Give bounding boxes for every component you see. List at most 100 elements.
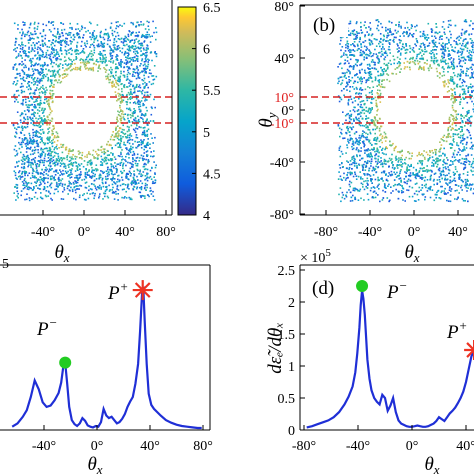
heatmap-point	[68, 149, 71, 151]
heatmap-point	[452, 153, 455, 156]
heatmap-point	[37, 46, 39, 49]
heatmap-point	[390, 144, 392, 147]
heatmap-point	[426, 59, 428, 62]
heatmap-point	[26, 116, 29, 118]
heatmap-point	[118, 47, 121, 49]
heatmap-point	[135, 98, 138, 100]
heatmap-point	[143, 35, 145, 37]
heatmap-point	[441, 38, 443, 40]
heatmap-point	[46, 49, 49, 52]
heatmap-point	[54, 151, 56, 154]
heatmap-point	[415, 57, 418, 60]
heatmap-point	[72, 38, 75, 41]
heatmap-point	[110, 173, 113, 175]
heatmap-point	[153, 31, 155, 34]
heatmap-point	[61, 185, 64, 187]
heatmap-point	[460, 134, 462, 137]
heatmap-point	[142, 79, 145, 82]
heatmap-point	[53, 155, 56, 157]
heatmap-point	[368, 107, 370, 110]
heatmap-point	[12, 82, 15, 85]
heatmap-point	[117, 45, 120, 47]
heatmap-point	[33, 140, 36, 143]
heatmap-point	[90, 69, 92, 71]
heatmap-point	[445, 193, 448, 195]
heatmap-point	[26, 75, 29, 78]
heatmap-point	[15, 132, 18, 135]
heatmap-point	[396, 56, 399, 59]
heatmap-point	[380, 139, 382, 141]
heatmap-point	[38, 132, 41, 134]
heatmap-point	[75, 174, 78, 177]
heatmap-point	[431, 161, 433, 164]
heatmap-point	[460, 184, 463, 187]
heatmap-point	[349, 20, 352, 23]
heatmap-point	[140, 154, 143, 157]
heatmap-point	[88, 21, 91, 24]
heatmap-point	[364, 40, 367, 42]
heatmap-point	[146, 142, 149, 144]
heatmap-point	[377, 74, 380, 77]
heatmap-point	[81, 151, 84, 154]
heatmap-point	[114, 158, 117, 160]
heatmap-point	[462, 60, 465, 62]
heatmap-point	[102, 60, 104, 63]
heatmap-point	[105, 69, 108, 71]
heatmap-point	[76, 188, 79, 190]
heatmap-point	[26, 182, 29, 185]
heatmap-point	[377, 108, 379, 111]
heatmap-point	[34, 161, 36, 164]
heatmap-point	[130, 46, 132, 48]
heatmap-point	[24, 177, 26, 180]
heatmap-point	[352, 147, 355, 150]
heatmap-point	[21, 129, 24, 131]
heatmap-point	[41, 50, 43, 52]
heatmap-point	[20, 194, 22, 197]
heatmap-point	[153, 176, 155, 178]
reference-lines-a	[0, 96, 172, 124]
heatmap-point	[343, 52, 345, 54]
heatmap-point	[76, 32, 79, 34]
heatmap-point	[123, 197, 125, 199]
heatmap-point	[139, 47, 141, 50]
heatmap-point	[443, 81, 445, 84]
heatmap-point	[69, 32, 72, 34]
heatmap-point	[137, 69, 139, 71]
heatmap-point	[441, 48, 443, 51]
heatmap-point	[41, 139, 43, 141]
heatmap-point	[139, 42, 142, 45]
heatmap-point	[135, 120, 137, 122]
heatmap-point	[458, 78, 461, 81]
heatmap-point	[459, 51, 461, 53]
heatmap-point	[448, 169, 451, 172]
heatmap-point	[432, 46, 435, 48]
heatmap-point	[100, 30, 102, 33]
heatmap-point	[44, 194, 47, 197]
heatmap-point	[141, 35, 143, 37]
heatmap-point	[399, 58, 401, 60]
heatmap-point	[69, 177, 71, 179]
heatmap-point	[107, 32, 109, 35]
heatmap-point	[48, 138, 51, 140]
heatmap-point	[469, 83, 472, 86]
heatmap-point	[142, 104, 144, 107]
heatmap-point	[422, 170, 424, 172]
heatmap-point	[443, 134, 446, 137]
heatmap-point	[455, 99, 458, 101]
heatmap-point	[472, 166, 474, 169]
heatmap-point	[141, 113, 143, 115]
heatmap-point	[151, 182, 154, 185]
heatmap-point	[140, 187, 143, 189]
heatmap-point	[374, 150, 376, 153]
heatmap-point	[128, 170, 131, 173]
heatmap-point	[89, 52, 91, 55]
heatmap-point	[152, 180, 154, 183]
heatmap-point	[451, 93, 453, 95]
heatmap-point	[125, 56, 127, 58]
heatmap-point	[131, 32, 133, 34]
heatmap-point	[139, 103, 141, 105]
heatmap-point	[21, 57, 23, 59]
heatmap-point	[88, 169, 90, 171]
heatmap-point	[140, 126, 142, 129]
heatmap-point	[132, 158, 134, 160]
